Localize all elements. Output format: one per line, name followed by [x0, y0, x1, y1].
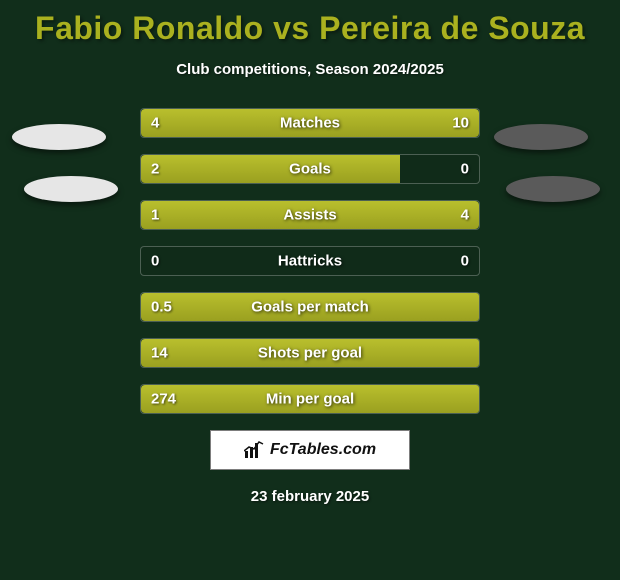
stat-value-left: 2	[151, 161, 159, 178]
stat-metric-label: Shots per goal	[258, 345, 362, 362]
stat-metric-label: Hattricks	[278, 253, 342, 270]
stat-row: 14 Shots per goal	[140, 338, 480, 368]
stat-value-right: 0	[461, 161, 469, 178]
chart-icon	[244, 441, 264, 459]
stat-metric-label: Assists	[283, 207, 336, 224]
stat-value-left: 1	[151, 207, 159, 224]
stat-row: 1 4 Assists	[140, 200, 480, 230]
player-right-ellipse-1	[494, 124, 588, 150]
comparison-chart: 410Matches20Goals14Assists00Hattricks0.5…	[140, 108, 480, 414]
stat-row: 274 Min per goal	[140, 384, 480, 414]
bar-right	[209, 201, 479, 229]
stat-metric-label: Matches	[280, 115, 340, 132]
stat-metric-label: Min per goal	[266, 391, 354, 408]
stat-value-left: 0.5	[151, 299, 172, 316]
stat-value-left: 14	[151, 345, 168, 362]
stat-value-left: 4	[151, 115, 159, 132]
watermark: FcTables.com	[210, 430, 410, 470]
page-subtitle: Club competitions, Season 2024/2025	[0, 61, 620, 78]
player-right-ellipse-2	[506, 176, 600, 202]
watermark-label: FcTables.com	[270, 441, 376, 459]
stat-value-right: 0	[461, 253, 469, 270]
player-left-ellipse-1	[12, 124, 106, 150]
stat-value-left: 0	[151, 253, 159, 270]
stat-value-left: 274	[151, 391, 176, 408]
stat-row: 2 0 Goals	[140, 154, 480, 184]
stat-value-right: 10	[452, 115, 469, 132]
bar-left	[141, 155, 400, 183]
stat-row: 4 10 Matches	[140, 108, 480, 138]
stat-metric-label: Goals per match	[251, 299, 369, 316]
stat-metric-label: Goals	[289, 161, 331, 178]
stat-row: 0 0 Hattricks	[140, 246, 480, 276]
stat-value-right: 4	[461, 207, 469, 224]
stat-row: 0.5 Goals per match	[140, 292, 480, 322]
page-title: Fabio Ronaldo vs Pereira de Souza	[0, 0, 620, 47]
player-left-ellipse-2	[24, 176, 118, 202]
bar-right	[238, 109, 479, 137]
footer-date: 23 february 2025	[0, 488, 620, 505]
